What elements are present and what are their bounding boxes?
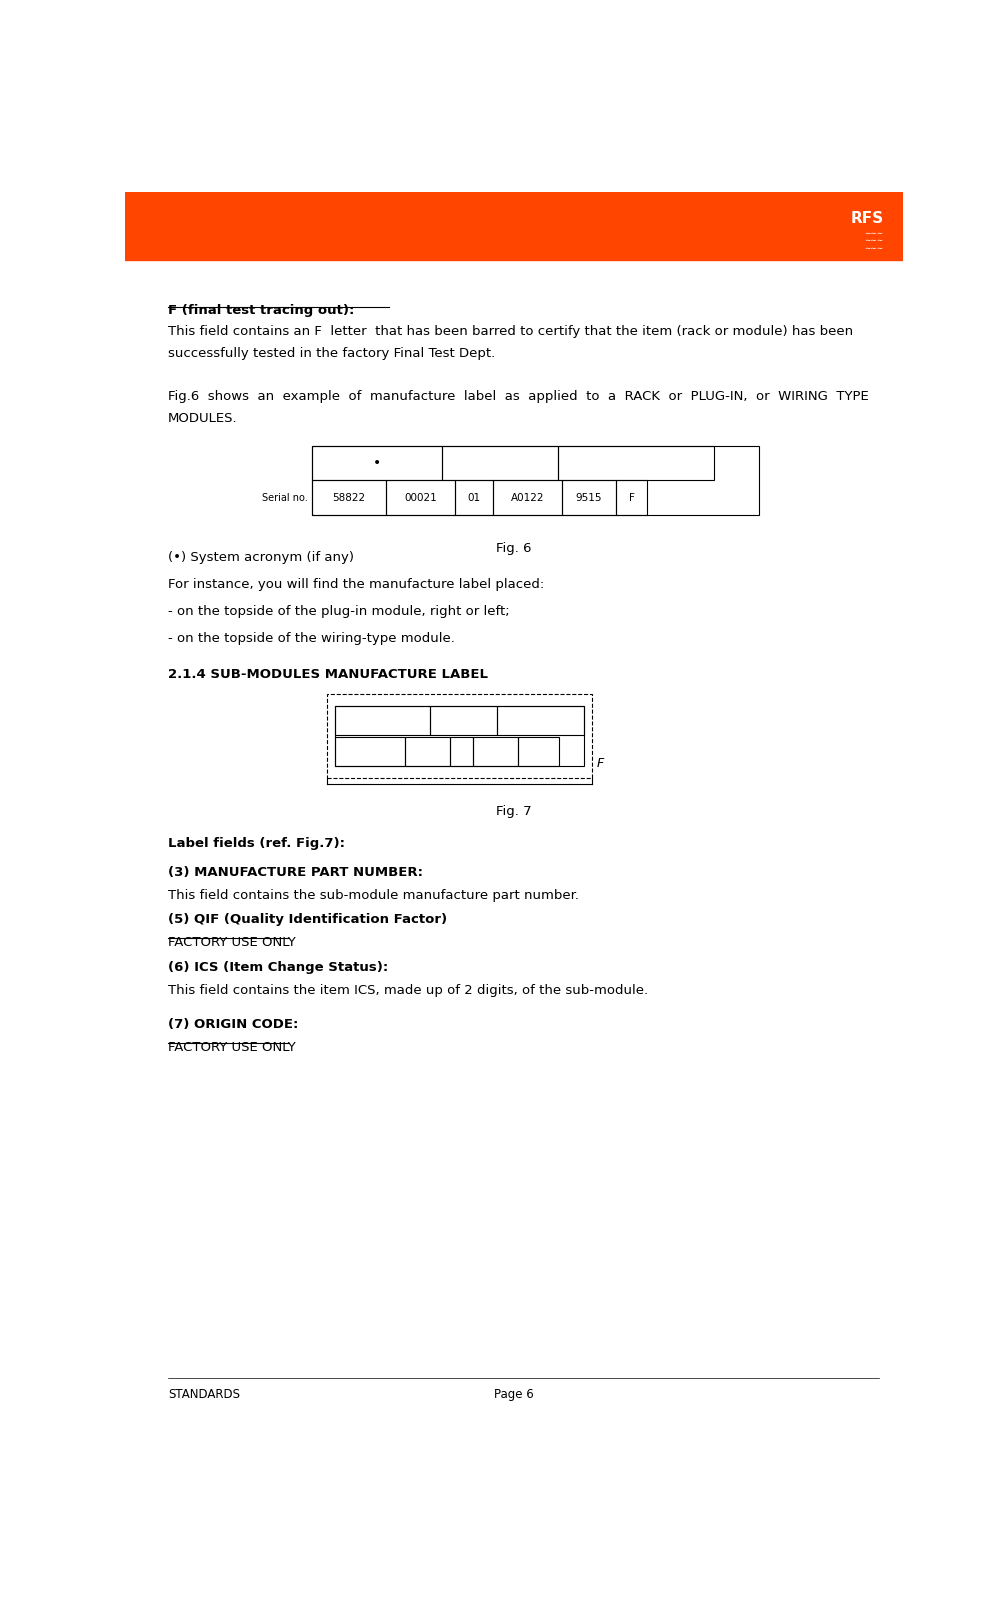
Bar — [455, 480, 492, 515]
Text: 00021: 00021 — [404, 492, 436, 502]
Bar — [312, 446, 441, 480]
Bar — [312, 480, 386, 515]
Text: A0122: A0122 — [510, 492, 544, 502]
Text: RFS: RFS — [850, 210, 883, 226]
Bar — [327, 695, 591, 778]
Text: 58822: 58822 — [332, 492, 365, 502]
Bar — [335, 706, 583, 765]
Text: (3) MANUFACTURE PART NUMBER:: (3) MANUFACTURE PART NUMBER: — [168, 866, 423, 879]
Text: This field contains the sub-module manufacture part number.: This field contains the sub-module manuf… — [168, 889, 578, 901]
Bar — [449, 738, 473, 765]
Text: Fig. 6: Fig. 6 — [496, 542, 531, 555]
Bar — [312, 446, 759, 515]
Bar — [473, 738, 518, 765]
Text: F: F — [628, 492, 634, 502]
Bar — [496, 706, 583, 735]
Text: ∼∼∼: ∼∼∼ — [864, 229, 883, 237]
Bar — [405, 738, 449, 765]
Bar — [615, 480, 646, 515]
Bar — [125, 192, 902, 260]
Text: ∼∼∼: ∼∼∼ — [864, 244, 883, 252]
Text: 2.1.4 SUB-MODULES MANUFACTURE LABEL: 2.1.4 SUB-MODULES MANUFACTURE LABEL — [168, 667, 488, 682]
Bar — [386, 480, 455, 515]
Text: (5) QIF (Quality Identification Factor): (5) QIF (Quality Identification Factor) — [168, 913, 447, 926]
Text: STANDARDS: STANDARDS — [168, 1387, 239, 1400]
Text: •: • — [373, 456, 381, 470]
Text: Page 6: Page 6 — [494, 1387, 533, 1400]
Text: - on the topside of the wiring-type module.: - on the topside of the wiring-type modu… — [168, 632, 455, 645]
Text: 01: 01 — [467, 492, 480, 502]
Bar — [492, 480, 562, 515]
Text: FACTORY USE ONLY: FACTORY USE ONLY — [168, 937, 296, 950]
Text: This field contains an F  letter  that has been barred to certify that the item : This field contains an F letter that has… — [168, 324, 853, 337]
Bar — [429, 706, 496, 735]
Bar — [441, 446, 557, 480]
Text: FACTORY USE ONLY: FACTORY USE ONLY — [168, 1041, 296, 1054]
Text: successfully tested in the factory Final Test Dept.: successfully tested in the factory Final… — [168, 346, 495, 359]
Text: F: F — [596, 757, 603, 770]
Text: ∼∼∼: ∼∼∼ — [864, 236, 883, 245]
Text: 9515: 9515 — [575, 492, 601, 502]
Text: For instance, you will find the manufacture label placed:: For instance, you will find the manufact… — [168, 577, 544, 590]
Bar — [518, 738, 558, 765]
Text: Fig. 7: Fig. 7 — [496, 805, 531, 818]
Text: (7) ORIGIN CODE:: (7) ORIGIN CODE: — [168, 1017, 299, 1030]
Text: MODULES.: MODULES. — [168, 412, 237, 425]
Text: (•) System acronym (if any): (•) System acronym (if any) — [168, 550, 354, 563]
Text: (6) ICS (Item Change Status):: (6) ICS (Item Change Status): — [168, 961, 388, 974]
Text: Fig.6  shows  an  example  of  manufacture  label  as  applied  to  a  RACK  or : Fig.6 shows an example of manufacture la… — [168, 390, 868, 403]
Text: - on the topside of the plug-in module, right or left;: - on the topside of the plug-in module, … — [168, 605, 509, 618]
Bar — [562, 480, 615, 515]
Text: F (final test tracing out):: F (final test tracing out): — [168, 303, 354, 316]
Bar — [335, 738, 405, 765]
Bar — [335, 706, 429, 735]
Text: Serial no.: Serial no. — [263, 492, 308, 502]
Text: Label fields (ref. Fig.7):: Label fields (ref. Fig.7): — [168, 837, 345, 850]
Text: This field contains the item ICS, made up of 2 digits, of the sub-module.: This field contains the item ICS, made u… — [168, 985, 647, 998]
Bar — [557, 446, 713, 480]
